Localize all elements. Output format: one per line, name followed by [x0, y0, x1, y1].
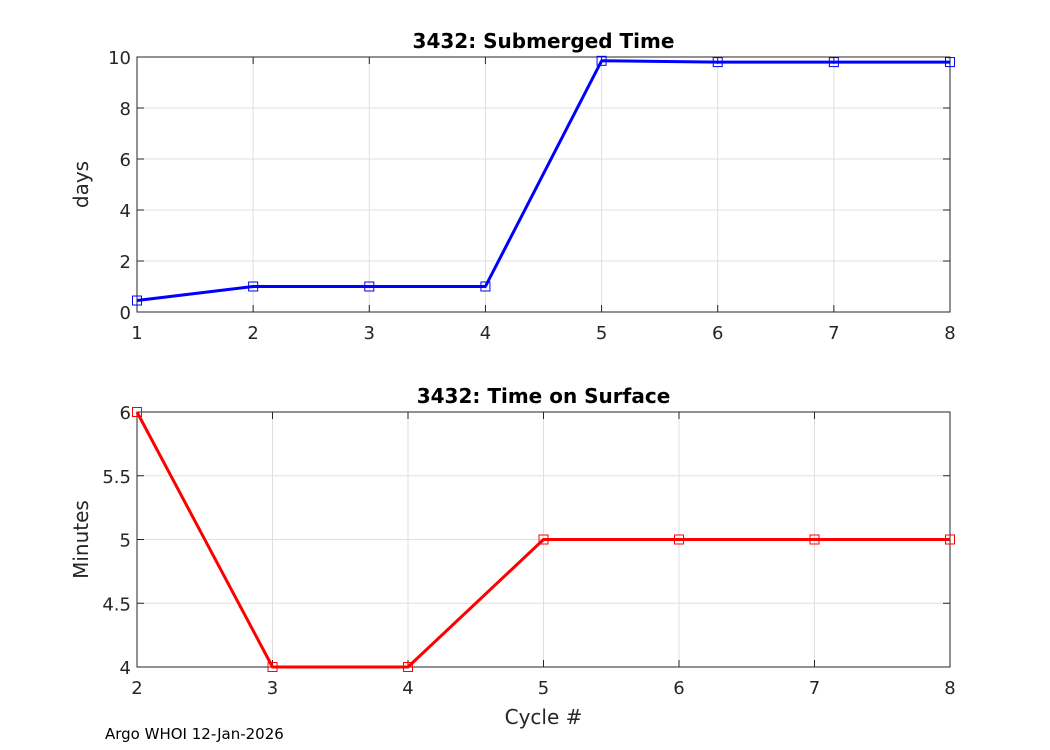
- series-line: [136, 59, 950, 302]
- y-tick-label: 4.5: [102, 594, 131, 615]
- y-tick-label: 5: [120, 531, 131, 552]
- x-tick-label: 4: [480, 323, 491, 344]
- x-tick-label: 4: [402, 678, 413, 699]
- x-tick-label: 2: [131, 678, 142, 699]
- surface-time-plot: 2 3 4 5 6 7 8 4 4.5 5 5.5 6 3432: Time on Surface Min…: [69, 384, 956, 729]
- y-tick-label: 6: [120, 150, 131, 171]
- x-tick-label: 6: [712, 323, 723, 344]
- y-tick-label: 4: [120, 201, 131, 222]
- x-tick-label: 1: [131, 323, 142, 344]
- data-point: [596, 55, 607, 66]
- x-tick-label: 7: [809, 678, 820, 699]
- axes-box: [136, 56, 951, 313]
- y-tick-label: 2: [120, 252, 131, 273]
- y-tick-label: 6: [120, 403, 131, 424]
- x-tick-label: 7: [828, 323, 839, 344]
- data-point: [248, 281, 259, 292]
- y-tick-label: 8: [120, 99, 131, 120]
- data-point: [403, 662, 413, 672]
- y-tick-label: 5.5: [102, 467, 131, 488]
- y-axis-label: Minutes: [69, 500, 93, 579]
- plot-area: [137, 57, 950, 312]
- x-tick-label: 3: [267, 678, 278, 699]
- data-point: [132, 295, 142, 306]
- x-axis-label: Cycle #: [505, 705, 583, 729]
- data-point: [809, 534, 820, 545]
- footer-credit: Argo WHOI 12-Jan-2026: [105, 725, 284, 743]
- x-tick-label: 8: [944, 323, 955, 344]
- x-tick-label: 8: [944, 678, 955, 699]
- x-tick-label: 6: [673, 678, 684, 699]
- data-point: [538, 534, 549, 545]
- data-point: [480, 281, 491, 292]
- x-tick-label: 5: [596, 323, 607, 344]
- y-axis-label: days: [69, 161, 93, 208]
- data-point: [364, 281, 375, 292]
- data-point: [712, 57, 723, 68]
- chart-title: 3432: Submerged Time: [413, 29, 675, 53]
- data-point: [945, 534, 955, 545]
- y-tick-label: 4: [120, 658, 131, 679]
- x-tick-label: 2: [247, 323, 258, 344]
- y-tick-label: 0: [120, 303, 131, 324]
- chart-title: 3432: Time on Surface: [417, 384, 671, 408]
- x-tick-label: 3: [364, 323, 375, 344]
- submerged-time-plot: 1 2 3 4 5 6 7 8 0 2 4 6 8 10 3432: Submerged Time days: [69, 29, 956, 344]
- y-tick-label: 10: [108, 48, 131, 69]
- data-point: [674, 534, 684, 545]
- series-line: [135, 411, 950, 669]
- data-point: [267, 662, 278, 672]
- x-tick-label: 5: [538, 678, 549, 699]
- data-point: [132, 407, 142, 417]
- data-point: [828, 57, 839, 68]
- data-point: [945, 57, 955, 68]
